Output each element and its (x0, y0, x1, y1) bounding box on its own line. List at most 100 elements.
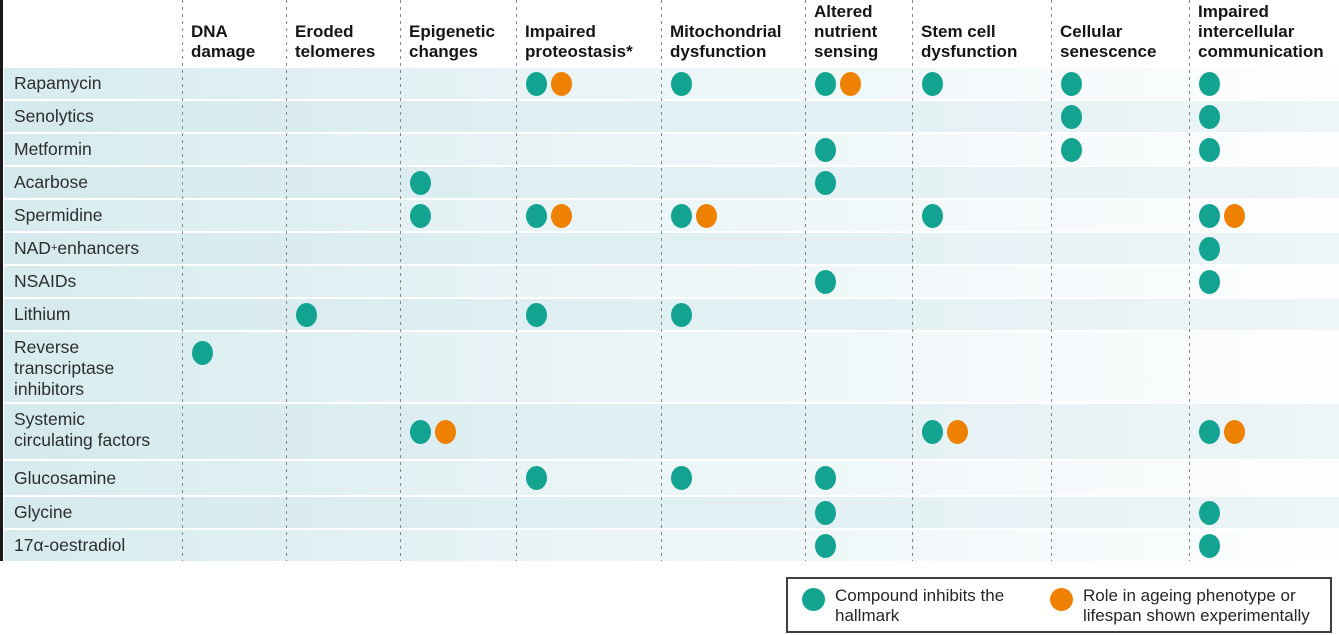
cell-dot-group (526, 299, 547, 330)
cell-dot-group (1199, 404, 1245, 459)
compound-inhibits-dot-icon (922, 71, 943, 96)
ageing-role-dot-icon (840, 71, 861, 96)
cell-dot-group (815, 266, 836, 297)
cell-dot-group (1199, 530, 1220, 561)
table-row (4, 332, 1339, 402)
cell-dot-group (815, 497, 836, 528)
cell-dot-group (1199, 68, 1220, 99)
compound-inhibits-dot-icon (1061, 71, 1082, 96)
cell-dot-group (526, 200, 572, 231)
compound-inhibits-dot-icon (1061, 137, 1082, 162)
row-label: Glycine (14, 502, 73, 522)
column-header: Altered nutrient sensing (814, 2, 879, 61)
orange-dot-icon (1050, 588, 1073, 611)
compound-inhibits-dot-icon (815, 170, 836, 195)
cell-dot-group (922, 404, 968, 459)
compound-inhibits-dot-icon (671, 302, 692, 327)
cell-dot-group (815, 68, 861, 99)
compound-inhibits-dot-icon (1199, 137, 1220, 162)
compound-inhibits-dot-icon (815, 500, 836, 525)
column-separator-line (912, 0, 913, 561)
column-header: Impaired proteostasis* (525, 22, 633, 61)
cell-dot-group (815, 167, 836, 198)
compound-inhibits-dot-icon (1199, 236, 1220, 261)
ageing-role-dot-icon (1224, 203, 1245, 228)
row-label: Senolytics (14, 106, 94, 126)
legend-item-role-in-ageing: Role in ageing phenotype or lifespan sho… (1050, 586, 1339, 626)
compound-inhibits-dot-icon (922, 419, 943, 444)
row-label: Reverse transcriptase inhibitors (14, 337, 115, 399)
compound-inhibits-dot-icon (1199, 203, 1220, 228)
row-label: Lithium (14, 304, 71, 324)
compound-inhibits-dot-icon (410, 419, 431, 444)
teal-dot-icon (802, 588, 825, 611)
cell-dot-group (1061, 101, 1082, 132)
superscript-plus: + (50, 242, 58, 254)
compound-inhibits-dot-icon (526, 466, 547, 490)
ageing-role-dot-icon (435, 419, 456, 444)
ageing-role-dot-icon (1224, 419, 1245, 444)
ageing-role-dot-icon (551, 71, 572, 96)
cell-dot-group (296, 299, 317, 330)
row-label: Rapamycin (14, 73, 102, 93)
column-header: Mitochondrial dysfunction (670, 22, 782, 61)
column-header: DNA damage (191, 22, 256, 61)
cell-dot-group (1061, 68, 1082, 99)
compound-inhibits-dot-icon (526, 302, 547, 327)
table-row (4, 266, 1339, 297)
compound-inhibits-dot-icon (526, 71, 547, 96)
row-label: Glucosamine (14, 467, 117, 488)
cell-dot-group (1199, 200, 1245, 231)
column-header: Stem cell dysfunction (921, 22, 1018, 61)
cell-dot-group (410, 404, 456, 459)
row-label: NSAIDs (14, 271, 77, 291)
cell-dot-group (526, 68, 572, 99)
compound-inhibits-dot-icon (526, 203, 547, 228)
column-header: Impaired intercellular communication (1198, 2, 1324, 61)
cell-dot-group (671, 200, 717, 231)
table-row (4, 497, 1339, 528)
compound-inhibits-dot-icon (410, 170, 431, 195)
cell-dot-group (922, 200, 943, 231)
compound-inhibits-dot-icon (1199, 500, 1220, 525)
compound-inhibits-dot-icon (296, 302, 317, 327)
compound-inhibits-dot-icon (1199, 269, 1220, 294)
cell-dot-group (815, 134, 836, 165)
ageing-role-dot-icon (947, 419, 968, 444)
compound-inhibits-dot-icon (815, 71, 836, 96)
row-label: NAD + enhancers (14, 238, 140, 258)
compound-inhibits-dot-icon (815, 269, 836, 294)
compound-inhibits-dot-icon (1199, 104, 1220, 129)
column-header: Epigenetic changes (409, 22, 495, 61)
cell-dot-group (1199, 266, 1220, 297)
table-row (4, 404, 1339, 459)
compound-inhibits-dot-icon (815, 533, 836, 558)
row-label: 17α-oestradiol (14, 535, 126, 555)
compound-inhibits-dot-icon (671, 466, 692, 490)
cell-dot-group (1061, 134, 1082, 165)
compound-inhibits-dot-icon (1199, 533, 1220, 558)
cell-dot-group (1199, 134, 1220, 165)
table-row (4, 101, 1339, 132)
table-row (4, 530, 1339, 561)
ageing-role-dot-icon (696, 203, 717, 228)
compound-inhibits-dot-icon (1199, 71, 1220, 96)
cell-dot-group (671, 68, 692, 99)
row-label: Systemic circulating factors (14, 409, 151, 450)
column-header: Cellular senescence (1060, 22, 1157, 61)
compound-inhibits-dot-icon (815, 137, 836, 162)
cell-dot-group (671, 461, 692, 495)
cell-dot-group (410, 200, 431, 231)
column-separator-line (805, 0, 806, 561)
column-separator-line (1051, 0, 1052, 561)
column-separator-line (516, 0, 517, 561)
legend-item-compound-inhibits: Compound inhibits the hallmark (802, 586, 1013, 626)
compound-inhibits-dot-icon (671, 71, 692, 96)
cell-dot-group (526, 461, 547, 495)
column-separator-line (182, 0, 183, 561)
table-row (4, 233, 1339, 264)
cell-dot-group (1199, 233, 1220, 264)
compound-inhibits-dot-icon (671, 203, 692, 228)
row-label: Acarbose (14, 172, 88, 192)
